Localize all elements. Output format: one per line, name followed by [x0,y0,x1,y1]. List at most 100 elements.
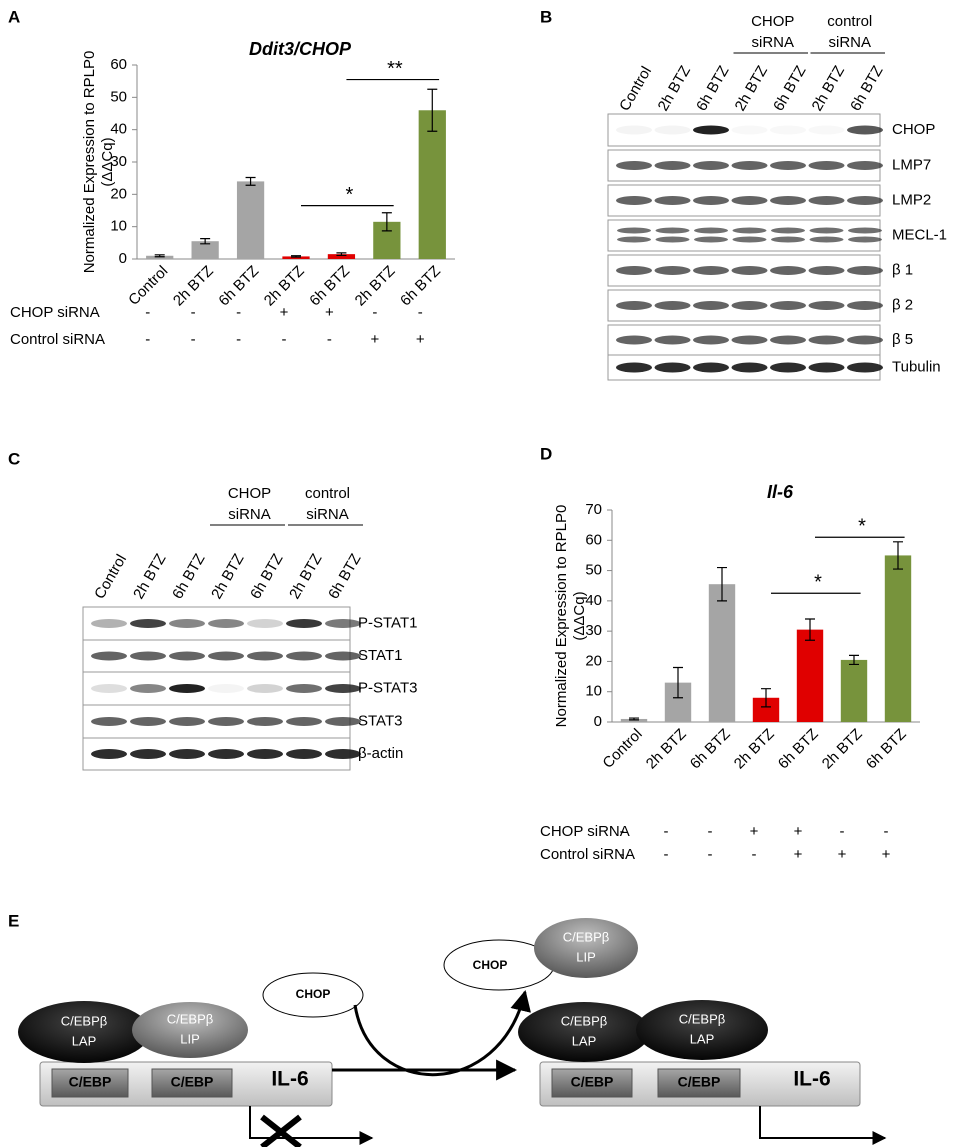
panel-label: C [8,449,20,468]
row-label: CHOP siRNA [540,823,630,840]
error-bar [717,566,727,602]
row-sign: - [664,823,669,840]
blot-band [655,236,690,243]
factor [518,1002,650,1062]
error-bar [381,212,392,232]
group-label: CHOP [751,13,794,30]
blot-band [694,236,728,243]
lane-label: 2h BTZ [809,63,848,114]
x-tick-label: 6h BTZ [306,263,353,310]
blot-band [809,126,845,135]
x-tick-label: 2h BTZ [731,726,778,773]
blot-band [208,619,244,628]
row-sign: + [750,823,759,840]
band-label: STAT1 [358,647,402,664]
factor-label: C/EBPβ [563,929,610,944]
lane-label: 2h BTZ [130,551,169,602]
factor-label: C/EBPβ [679,1011,726,1026]
y-axis-label: (ΔΔCq) [99,137,116,186]
bar [146,255,174,259]
blot-band [693,301,729,310]
band-label: β 5 [892,331,913,348]
significance-label: ** [387,58,403,80]
band-label: MECL-1 [892,226,947,243]
significance-label: * [858,516,866,538]
bar [236,181,265,259]
blot-band [616,266,652,275]
error-bar [291,255,301,258]
row-sign: - [664,846,669,863]
row-sign: + [838,846,847,863]
factor [262,972,364,1018]
y-axis-label: Normalized Expression to RPLP0 [81,51,98,274]
diagram: E C/EBP C/EBP IL-6 C/EBPβ LAP C/EBPβ LIP… [8,911,887,1147]
blot-band [325,651,361,661]
band-label: β-actin [358,745,403,762]
blot-band [771,236,805,243]
y-tick-label: 20 [110,185,127,202]
blot-strip [607,219,881,252]
gene-label: IL-6 [271,1068,308,1091]
blot-band [731,362,768,373]
band-label: STAT3 [358,712,402,729]
y-tick-label: 0 [119,250,127,267]
blot-band [847,125,883,135]
blot-band [617,227,651,234]
error-bar [805,618,815,641]
blot-band [91,619,127,628]
blot-band [616,125,652,135]
row-label: Control siRNA [10,331,105,348]
blot-band [808,161,845,170]
blot-band [770,266,806,275]
blot-band [325,749,361,759]
blot-band [286,619,322,628]
factor [534,918,638,978]
panel-label: B [540,7,552,26]
row-sign: - [372,304,377,321]
blot-band [770,161,806,170]
row-sign: - [282,331,287,348]
factor-label: C/EBPβ [167,1011,214,1026]
x-tick-label: 2h BTZ [261,263,308,310]
blot-strip [607,113,881,147]
blot-band [694,227,728,234]
group-label: siRNA [828,34,871,51]
y-tick-label: 60 [585,531,602,548]
lane-label: 6h BTZ [169,551,208,602]
x-tick-label: 6h BTZ [687,726,734,773]
blot-band [654,362,691,373]
chart-title: Il-6 [767,482,794,502]
blot-band [286,749,322,759]
band-label: P-STAT1 [358,614,417,631]
factor-label: C/EBPβ [61,1013,108,1028]
blot-band [91,684,127,693]
factor-label: LIP [180,1031,200,1046]
row-sign: - [191,304,196,321]
y-tick-label: 70 [585,501,602,518]
band-label: β 1 [892,261,913,278]
bar [620,718,648,722]
blot-band [847,335,883,345]
blot-band [847,301,883,310]
row-sign: - [145,331,150,348]
site-label: C/EBP [69,1074,112,1090]
blot-band [169,619,205,628]
error-bar [849,654,859,666]
transcription-arrow [759,1106,887,1145]
lane-label: Control [91,552,130,602]
row-sign: + [794,823,803,840]
row-label: Control siRNA [540,846,635,863]
row-sign: - [840,823,845,840]
row-sign: - [620,823,625,840]
blot-band [169,749,205,759]
lane-label: 2h BTZ [732,63,771,114]
band-label: LMP7 [892,156,931,173]
site-box [551,1068,633,1098]
blot-band [731,335,768,345]
blot-band [847,196,883,205]
significance-label: * [346,184,354,206]
group-label: siRNA [306,506,349,523]
group-label: siRNA [751,34,794,51]
blot-band [91,651,127,661]
y-tick-label: 30 [110,153,127,170]
